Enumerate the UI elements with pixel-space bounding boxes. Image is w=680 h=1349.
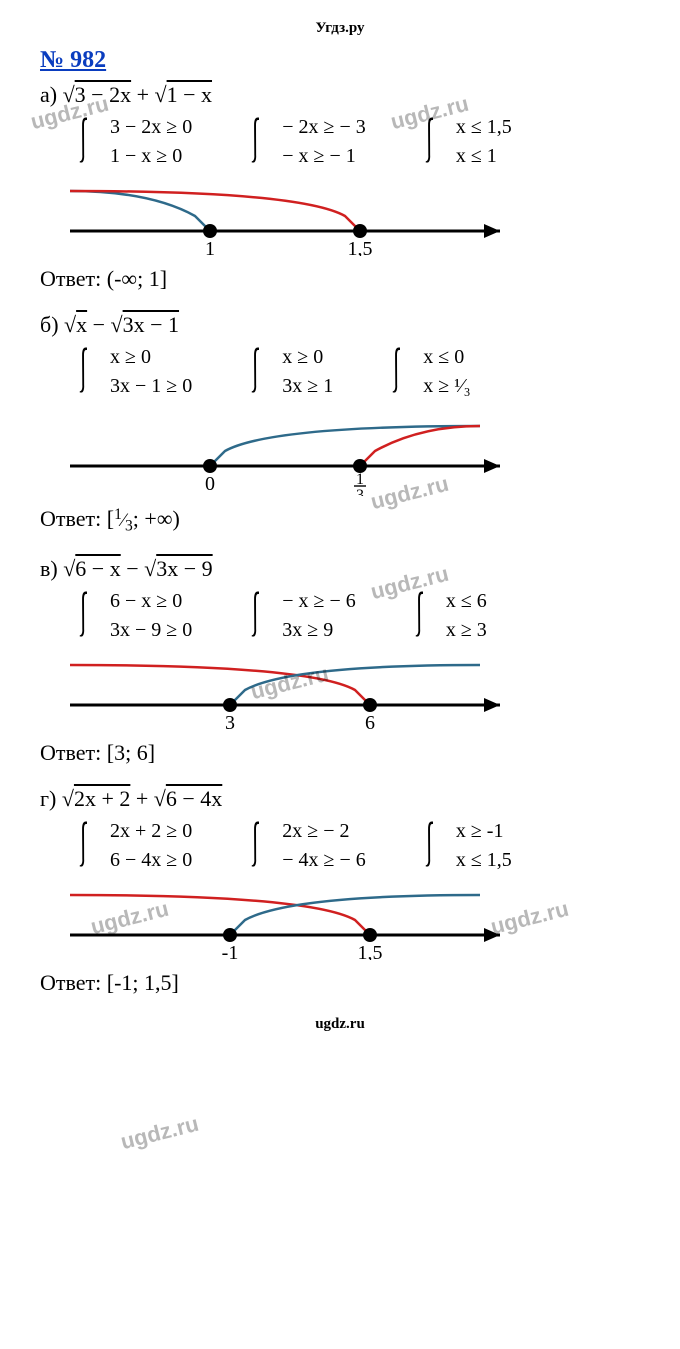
brace-icon: ⎰ bbox=[241, 595, 269, 636]
part-a-answer: Ответ: (-∞; 1] bbox=[40, 266, 640, 292]
part-b-numberline: 013 bbox=[60, 406, 520, 496]
system-line: x ≤ 0 bbox=[423, 346, 470, 369]
sqrt-expression: √3 − 2x + √1 − x bbox=[63, 82, 212, 107]
system-line: 3x ≥ 1 bbox=[282, 375, 333, 398]
interval-curve bbox=[360, 426, 480, 466]
numberline-svg: 36 bbox=[60, 650, 520, 730]
system-line: x ≥ 0 bbox=[282, 346, 333, 369]
header-site-link: Угдз.ру bbox=[40, 20, 640, 37]
part-label: в) bbox=[40, 556, 58, 581]
tick-label: -1 bbox=[222, 942, 239, 960]
brace-icon: ⎰ bbox=[69, 825, 97, 866]
part-b-systems: ⎰ x ≥ 0 3x − 1 ≥ 0 ⎰ x ≥ 0 3x ≥ 1 ⎰ x ≤ … bbox=[60, 346, 640, 398]
brace-icon: ⎰ bbox=[69, 595, 97, 636]
brace-icon: ⎰ bbox=[382, 351, 410, 392]
system-line: 2x + 2 ≥ 0 bbox=[110, 820, 192, 843]
part-c-answer: Ответ: [3; 6] bbox=[40, 740, 640, 766]
part-a-expression: а) √3 − 2x + √1 − x bbox=[40, 82, 640, 108]
axis-point bbox=[223, 928, 237, 942]
part-b-answer: Ответ: [1⁄3; +∞) bbox=[40, 506, 640, 536]
interval-curve bbox=[210, 426, 480, 466]
part-label: а) bbox=[40, 82, 57, 107]
system-line: x ≤ 6 bbox=[446, 590, 487, 613]
axis-point bbox=[363, 698, 377, 712]
part-a-systems: ⎰ 3 − 2x ≥ 0 1 − x ≥ 0 ⎰ − 2x ≥ − 3 − x … bbox=[60, 116, 640, 168]
brace-icon: ⎰ bbox=[241, 121, 269, 162]
sqrt-expression: √6 − x − √3x − 9 bbox=[63, 556, 212, 581]
system-line: 6 − x ≥ 0 bbox=[110, 590, 192, 613]
brace-icon: ⎰ bbox=[241, 825, 269, 866]
tick-label: 1,5 bbox=[348, 238, 373, 256]
system-line: x ≥ 0 bbox=[110, 346, 192, 369]
sqrt-expression: √x − √3x − 1 bbox=[64, 312, 179, 337]
system-line: x ≥ 3 bbox=[446, 619, 487, 642]
system-line: x ≥ -1 bbox=[456, 820, 512, 843]
interval-curve bbox=[70, 191, 360, 231]
system-line: 2x ≥ − 2 bbox=[282, 820, 366, 843]
part-c-expression: в) √6 − x − √3x − 9 bbox=[40, 556, 640, 582]
system-line: 3x ≥ 9 bbox=[282, 619, 356, 642]
sqrt-expression: √2x + 2 + √6 − 4x bbox=[62, 786, 222, 811]
arrow-icon bbox=[484, 224, 500, 238]
axis-point bbox=[223, 698, 237, 712]
watermark: ugdz.ru bbox=[118, 1111, 201, 1155]
numberline-svg: -1 1,5 bbox=[60, 880, 520, 960]
axis-point bbox=[353, 224, 367, 238]
tick-label: 1 bbox=[205, 238, 215, 256]
system-line: − 2x ≥ − 3 bbox=[282, 116, 366, 139]
numberline-svg: 11,5 bbox=[60, 176, 520, 256]
interval-curve bbox=[70, 191, 210, 231]
tick-label: 0 bbox=[205, 473, 215, 495]
part-b-expression: б) √x − √3x − 1 bbox=[40, 312, 640, 338]
tick-label: 1,5 bbox=[358, 942, 383, 960]
tick-label: 3 bbox=[356, 487, 364, 496]
numberline-svg: 013 bbox=[60, 406, 520, 496]
system-line: 6 − 4x ≥ 0 bbox=[110, 849, 192, 872]
part-a-numberline: 11,5 bbox=[60, 176, 520, 256]
tick-label: 6 bbox=[365, 712, 375, 730]
part-d-systems: ⎰ 2x + 2 ≥ 0 6 − 4x ≥ 0 ⎰ 2x ≥ − 2 − 4x … bbox=[60, 820, 640, 872]
footer-site-link: ugdz.ru bbox=[40, 1016, 640, 1033]
problem-number: № 982 bbox=[40, 47, 640, 74]
system-line: x ≤ 1 bbox=[456, 145, 512, 168]
part-d-numberline: -1 1,5 bbox=[60, 880, 520, 960]
system-line: x ≥ ¹⁄₃ bbox=[423, 375, 470, 398]
system-line: 1 − x ≥ 0 bbox=[110, 145, 192, 168]
part-d-expression: г) √2x + 2 + √6 − 4x bbox=[40, 786, 640, 812]
tick-label: 3 bbox=[225, 712, 235, 730]
system-line: − 4x ≥ − 6 bbox=[282, 849, 366, 872]
brace-icon: ⎰ bbox=[405, 595, 433, 636]
arrow-icon bbox=[484, 698, 500, 712]
system-line: 3x − 9 ≥ 0 bbox=[110, 619, 192, 642]
system-line: − x ≥ − 6 bbox=[282, 590, 356, 613]
brace-icon: ⎰ bbox=[415, 825, 443, 866]
system-line: − x ≥ − 1 bbox=[282, 145, 366, 168]
brace-icon: ⎰ bbox=[69, 121, 97, 162]
system-line: x ≤ 1,5 bbox=[456, 116, 512, 139]
axis-point bbox=[363, 928, 377, 942]
system-line: 3 − 2x ≥ 0 bbox=[110, 116, 192, 139]
part-d-answer: Ответ: [-1; 1,5] bbox=[40, 970, 640, 996]
part-c-systems: ⎰ 6 − x ≥ 0 3x − 9 ≥ 0 ⎰ − x ≥ − 6 3x ≥ … bbox=[60, 590, 640, 642]
brace-icon: ⎰ bbox=[241, 351, 269, 392]
system-line: 3x − 1 ≥ 0 bbox=[110, 375, 192, 398]
axis-point bbox=[203, 224, 217, 238]
system-line: x ≤ 1,5 bbox=[456, 849, 512, 872]
brace-icon: ⎰ bbox=[415, 121, 443, 162]
arrow-icon bbox=[484, 928, 500, 942]
part-label: б) bbox=[40, 312, 59, 337]
axis-point bbox=[203, 459, 217, 473]
part-c-numberline: 36 bbox=[60, 650, 520, 730]
brace-icon: ⎰ bbox=[69, 351, 97, 392]
arrow-icon bbox=[484, 459, 500, 473]
part-label: г) bbox=[40, 786, 56, 811]
